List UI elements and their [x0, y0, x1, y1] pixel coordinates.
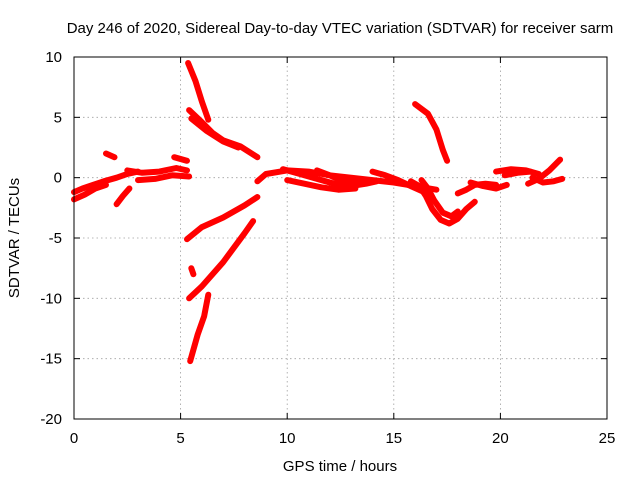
- series-arc-24: [467, 179, 510, 192]
- x-axis-label: GPS time / hours: [283, 458, 397, 475]
- axis-ticks: [73, 56, 608, 420]
- series-arc-11: [184, 194, 261, 243]
- series-arc-28: [529, 174, 566, 186]
- series-arc-22: [418, 177, 461, 220]
- x-tick-label: 20: [492, 430, 509, 447]
- y-tick-label: -5: [49, 230, 62, 247]
- series-arc-10: [188, 115, 242, 151]
- series-arc-1: [71, 168, 141, 196]
- y-tick-label: -15: [40, 351, 62, 368]
- y-tick-label: -10: [40, 290, 62, 307]
- series-arc-13: [186, 218, 257, 302]
- y-axis-label: SDTVAR / TECUs: [6, 178, 23, 298]
- gridlines: [74, 57, 607, 419]
- series-arc-4: [113, 185, 133, 208]
- series-arc-26: [501, 168, 534, 179]
- series-arc-20: [412, 101, 451, 164]
- y-tick-label: 10: [45, 49, 62, 66]
- x-tick-label: 15: [385, 430, 402, 447]
- x-tick-label: 0: [70, 430, 78, 447]
- series-arc-7: [171, 154, 190, 164]
- x-tick-labels: 0 5 10 15 20 25: [70, 430, 616, 447]
- series-arc-8: [185, 60, 212, 123]
- chart-title: Day 246 of 2020, Sidereal Day-to-day VTE…: [67, 20, 614, 37]
- series-arc-3: [103, 150, 118, 161]
- series-arc-19: [369, 168, 425, 194]
- x-tick-label: 5: [176, 430, 184, 447]
- series-arc-17: [284, 177, 359, 193]
- y-tick-label: -20: [40, 411, 62, 428]
- y-tick-labels: 10 5 0 -5 -10 -15 -20: [40, 49, 62, 428]
- y-tick-label: 0: [54, 170, 62, 187]
- series-arc-21: [407, 178, 478, 227]
- series-arc-2: [71, 181, 109, 203]
- series-arc-12: [188, 265, 197, 278]
- data-series: [71, 60, 566, 365]
- y-tick-label: 5: [54, 109, 62, 126]
- x-tick-label: 25: [599, 430, 616, 447]
- series-arc-18: [314, 167, 363, 187]
- series-arc-5: [124, 165, 190, 176]
- series-arc-14: [187, 291, 212, 365]
- series-arc-6: [135, 172, 193, 184]
- series-arc-16: [279, 166, 380, 190]
- x-tick-label: 10: [279, 430, 296, 447]
